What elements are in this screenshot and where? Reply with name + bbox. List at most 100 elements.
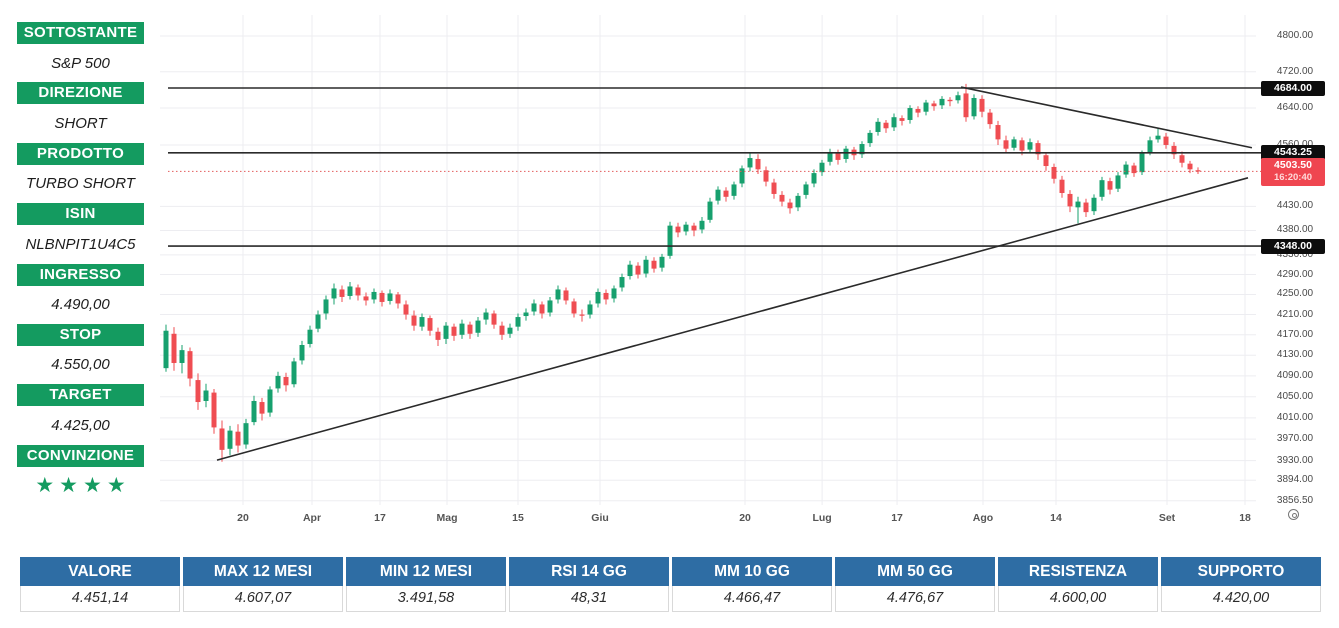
ingresso-header: INGRESSO xyxy=(17,263,144,286)
sidebar-group-convinzione: CONVINZIONE ★★★★ xyxy=(17,444,144,505)
candle-down xyxy=(1179,155,1185,163)
col-header-resistenza: RESISTENZA xyxy=(998,557,1158,586)
candle-down xyxy=(187,351,193,379)
candle-down xyxy=(403,304,409,315)
candle-down xyxy=(987,112,993,125)
candle-up xyxy=(443,325,449,339)
y-axis-tick: 4250.00 xyxy=(1276,288,1314,300)
candle-up xyxy=(515,317,521,327)
candle-up xyxy=(803,184,809,195)
candle-up xyxy=(667,225,673,256)
candle-down xyxy=(1163,136,1169,145)
x-axis-label: 17 xyxy=(891,512,903,524)
candle-down xyxy=(427,318,433,331)
candle-up xyxy=(179,350,185,363)
candle-down xyxy=(1059,179,1065,193)
candle-up xyxy=(643,259,649,274)
candle-down xyxy=(1051,166,1057,179)
candle-down xyxy=(379,292,385,302)
circled-dot-axis-icon[interactable] xyxy=(1288,509,1299,520)
y-axis-tick: 4170.00 xyxy=(1276,328,1314,340)
candle-down xyxy=(1131,165,1137,174)
candle-up xyxy=(811,173,817,184)
candle-down xyxy=(467,324,473,334)
candle-up xyxy=(227,430,233,449)
y-axis-tick: 4720.00 xyxy=(1276,65,1314,77)
candle-down xyxy=(563,290,569,301)
candle-down xyxy=(675,226,681,233)
cell-rsi-14-gg: 48,31 xyxy=(509,586,669,612)
candle-down xyxy=(995,125,1001,140)
candle-up xyxy=(555,289,561,300)
candle-down xyxy=(499,325,505,335)
cell-max-12-mesi: 4.607,07 xyxy=(183,586,343,612)
candle-down xyxy=(635,265,641,275)
candle-up xyxy=(1115,175,1121,189)
candle-up xyxy=(203,390,209,401)
sidebar-group-isin: ISIN NLBNPIT1U4C5 xyxy=(17,203,144,263)
col-header-max-12-mesi: MAX 12 MESI xyxy=(183,557,343,586)
candle-up xyxy=(819,162,825,173)
candle-up xyxy=(923,102,929,112)
candle-up xyxy=(419,317,425,327)
stop-value: 4.550,00 xyxy=(51,356,110,374)
candle-up xyxy=(323,299,329,314)
x-axis-label: Lug xyxy=(812,512,832,524)
candle-up xyxy=(1011,139,1017,148)
candle-up xyxy=(875,121,881,132)
col-header-rsi-14-gg: RSI 14 GG xyxy=(509,557,669,586)
trade-info-sidebar: SOTTOSTANTE S&P 500 DIREZIONE SHORT PROD… xyxy=(17,22,144,505)
candle-down xyxy=(691,225,697,231)
candle-up xyxy=(867,132,873,144)
candle-down xyxy=(355,287,361,296)
sidebar-group-stop: STOP 4.550,00 xyxy=(17,323,144,384)
candle-up xyxy=(1091,197,1097,212)
candle-up xyxy=(739,168,745,184)
direzione-header: DIREZIONE xyxy=(17,82,144,105)
candle-up xyxy=(331,288,337,299)
y-axis-tick: 3970.00 xyxy=(1276,433,1314,445)
candle-up xyxy=(971,97,977,117)
candle-down xyxy=(787,202,793,209)
y-axis-tick: 4210.00 xyxy=(1276,308,1314,320)
candle-up xyxy=(907,108,913,120)
y-axis-tick: 4130.00 xyxy=(1276,349,1314,361)
candle-up xyxy=(1075,201,1081,208)
candle-down xyxy=(339,289,345,297)
sottostante-header: SOTTOSTANTE xyxy=(17,22,144,44)
col-header-valore: VALORE xyxy=(20,557,180,586)
sidebar-group-sottostante: SOTTOSTANTE S&P 500 xyxy=(17,22,144,82)
isin-header: ISIN xyxy=(17,203,144,226)
prodotto-header: PRODOTTO xyxy=(17,142,144,165)
sidebar-group-prodotto: PRODOTTO TURBO SHORT xyxy=(17,142,144,203)
candle-down xyxy=(539,304,545,314)
candle-up xyxy=(859,144,865,155)
candle-up xyxy=(795,195,801,208)
candle-up xyxy=(523,312,529,317)
candle-up xyxy=(267,389,273,413)
cell-mm-50-gg: 4.476,67 xyxy=(835,586,995,612)
candle-up xyxy=(1155,135,1161,140)
x-axis-label: 20 xyxy=(237,512,249,524)
last-update-time: 16:20:40 xyxy=(1273,172,1313,184)
candle-up xyxy=(731,184,737,196)
x-axis-label: Apr xyxy=(302,512,322,524)
y-axis-tick: 4560.00 xyxy=(1262,139,1328,150)
candle-up xyxy=(707,201,713,220)
candle-down xyxy=(963,93,969,118)
candle-down xyxy=(235,431,241,446)
col-header-supporto: SUPPORTO xyxy=(1161,557,1321,586)
descending-resistance-trendline xyxy=(960,86,1253,149)
candle-down xyxy=(1019,140,1025,151)
candle-down xyxy=(219,428,225,450)
candle-up xyxy=(251,400,257,423)
candle-down xyxy=(651,260,657,269)
candle-up xyxy=(547,300,553,313)
candle-down xyxy=(947,99,953,102)
candle-down xyxy=(1067,193,1073,207)
candle-down xyxy=(491,313,497,325)
candle-down xyxy=(931,103,937,107)
candle-down xyxy=(771,182,777,194)
